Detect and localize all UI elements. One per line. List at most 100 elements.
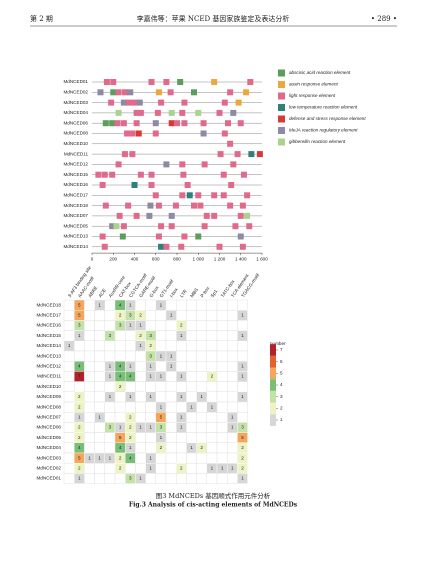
element-box [211,212,218,219]
cell-value: 4 [78,445,81,450]
legend-swatch [278,81,285,88]
element-box [133,212,140,219]
empty-cell [63,422,75,433]
element-box [113,223,120,230]
cell-value: 2 [129,435,132,440]
element-box [158,243,165,250]
empty-cell [84,330,95,342]
colorbar-step [270,379,276,391]
empty-cell [206,452,218,464]
empty-cell [84,391,95,403]
empty-cell [196,361,208,372]
cell-value: 1 [109,364,112,369]
row-label: MdNCED02 [36,466,61,471]
empty-cell [145,473,157,484]
element-box [227,202,234,209]
empty-cell [145,442,157,454]
cell-value: 1 [149,364,152,369]
empty-cell [226,350,238,362]
element-box [181,233,188,240]
empty-cell [135,299,146,311]
cell-value: 3 [129,313,132,318]
empty-cell [226,299,238,311]
gene-label: MdNCED05 [63,223,88,228]
empty-cell [175,473,187,484]
empty-cell [226,371,238,382]
empty-cell [104,340,116,352]
cell-value: 1 [98,415,101,420]
element-box [147,202,154,209]
legend-label: auxin response element [289,82,338,87]
empty-cell [186,330,197,342]
empty-cell [237,401,248,413]
cell-value: 4 [129,455,132,460]
row-label: MdNCED08 [36,404,61,409]
cell-value: 7 [78,374,81,379]
empty-cell [124,463,136,474]
empty-cell [237,412,248,423]
cell-value: 1 [160,435,163,440]
empty-cell [84,361,95,372]
empty-cell [206,361,218,372]
cell-value: 5 [78,302,81,307]
cell-value: 3 [149,333,152,338]
row-label: MdNCED15 [36,333,61,338]
x-tick-label: 800 [173,256,181,261]
cell-value: 2 [78,425,81,430]
legend-swatch [278,115,285,123]
x-tick-label: 400 [131,256,139,261]
empty-cell [63,391,75,403]
empty-cell [186,452,197,464]
empty-cell [155,330,167,342]
element-box [225,120,231,127]
empty-cell [104,320,116,331]
cell-value: 1 [139,343,142,348]
empty-cell [135,391,146,403]
colorbar-label: 3 [280,394,283,399]
element-box [256,151,263,158]
x-tick-label: 200 [109,256,117,261]
empty-cell [63,463,75,474]
cell-value: 3 [119,323,122,328]
empty-cell [237,381,248,393]
element-box [125,202,132,209]
cell-value: 1 [241,476,244,481]
element-box [155,89,162,96]
empty-cell [165,330,177,342]
x-tick-label: 0 [91,256,94,261]
empty-cell [94,381,105,393]
cell-value: 2 [78,394,81,399]
element-box [240,171,247,178]
element-box [244,212,251,219]
empty-cell [94,401,105,413]
empty-cell [84,381,95,393]
empty-cell [165,340,177,352]
empty-cell [186,473,197,484]
empty-cell [237,340,248,352]
empty-cell [186,361,197,372]
element-box [247,79,254,85]
cell-value: 1 [109,455,112,460]
element-box [230,109,237,116]
empty-cell [226,320,238,331]
element-box [220,171,227,178]
cell-value: 1 [149,425,152,430]
empty-cell [206,340,218,352]
issue: 第 2 期 [30,14,53,23]
empty-cell [114,412,126,423]
empty-cell [226,310,238,321]
cell-value: 1 [149,394,152,399]
colorbar-step [270,402,276,415]
colorbar-step [270,367,276,380]
colorbar-step [270,355,276,368]
cell-value: 3 [109,425,112,430]
cell-value: 1 [160,404,163,409]
empty-cell [63,442,75,454]
element-box [127,89,134,96]
empty-cell [84,401,95,413]
cell-value: 1 [170,313,173,318]
colorbar-step [270,344,276,356]
empty-cell [226,432,238,444]
x-tick-label: 1 600 [256,256,268,261]
empty-cell [175,350,187,362]
